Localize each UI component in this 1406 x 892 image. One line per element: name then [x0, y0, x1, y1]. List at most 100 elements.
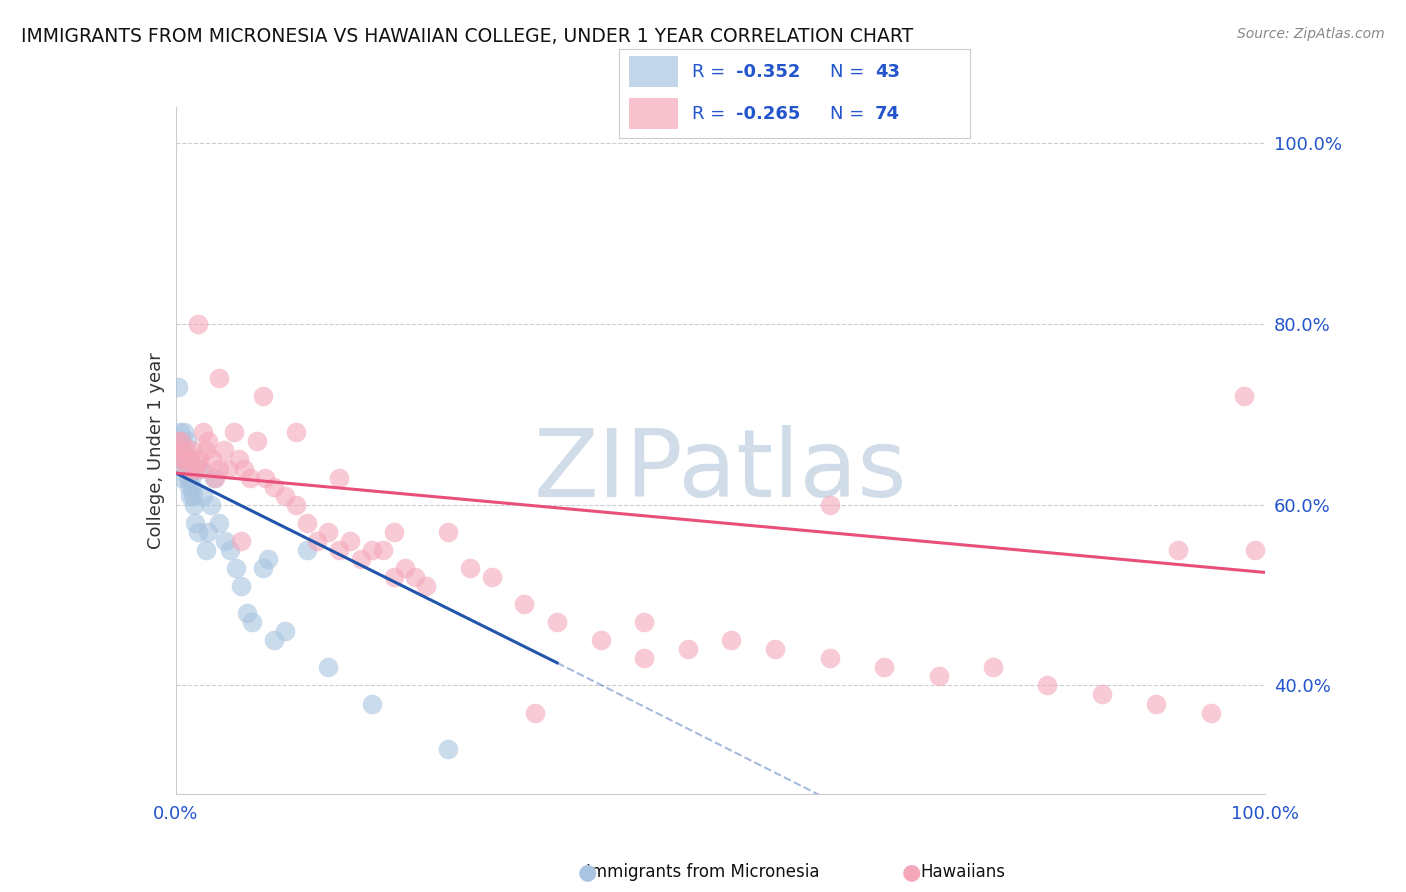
- Point: [339, 533, 361, 548]
- Y-axis label: College, Under 1 year: College, Under 1 year: [146, 352, 165, 549]
- Point: [197, 434, 219, 449]
- Point: [169, 425, 191, 440]
- Point: [174, 461, 197, 475]
- Point: [202, 470, 225, 484]
- Text: Hawaiians: Hawaiians: [921, 863, 1005, 881]
- Text: ●: ●: [901, 863, 921, 882]
- Point: [195, 443, 218, 458]
- Point: [360, 542, 382, 557]
- Text: -0.352: -0.352: [737, 62, 801, 81]
- Point: [274, 624, 297, 639]
- Point: [818, 651, 841, 665]
- Point: [257, 552, 280, 566]
- Text: N =: N =: [830, 62, 869, 81]
- Point: [179, 489, 201, 503]
- Point: [170, 452, 193, 467]
- Point: [174, 443, 197, 458]
- Point: [172, 443, 194, 458]
- Point: [873, 660, 896, 674]
- Point: [437, 741, 460, 756]
- Point: [180, 470, 202, 484]
- Text: IMMIGRANTS FROM MICRONESIA VS HAWAIIAN COLLEGE, UNDER 1 YEAR CORRELATION CHART: IMMIGRANTS FROM MICRONESIA VS HAWAIIAN C…: [21, 27, 914, 45]
- Point: [200, 498, 222, 512]
- Point: [187, 452, 209, 467]
- Point: [184, 516, 207, 530]
- Text: R =: R =: [692, 62, 731, 81]
- Text: -0.265: -0.265: [737, 104, 801, 123]
- Point: [176, 434, 198, 449]
- Point: [166, 434, 188, 449]
- Point: [177, 452, 200, 467]
- Point: [217, 461, 239, 475]
- Point: [204, 470, 226, 484]
- Point: [1232, 389, 1256, 403]
- Point: [633, 651, 655, 665]
- Point: [233, 461, 256, 475]
- Point: [195, 542, 218, 557]
- Point: [284, 425, 307, 440]
- Point: [350, 552, 373, 566]
- Point: [328, 542, 350, 557]
- Point: [1144, 697, 1167, 711]
- Point: [228, 452, 250, 467]
- Point: [212, 443, 235, 458]
- Point: [1199, 706, 1222, 720]
- Point: [181, 489, 204, 503]
- Point: [179, 452, 201, 467]
- Point: [231, 533, 253, 548]
- Point: [183, 461, 205, 475]
- Point: [263, 633, 285, 648]
- Point: [437, 524, 460, 539]
- Point: [546, 615, 568, 630]
- Point: [197, 524, 219, 539]
- Text: ●: ●: [578, 863, 598, 882]
- Point: [382, 524, 405, 539]
- Point: [676, 642, 699, 657]
- Point: [172, 470, 194, 484]
- Point: [252, 389, 274, 403]
- Point: [235, 606, 257, 620]
- Point: [222, 425, 245, 440]
- Point: [318, 524, 340, 539]
- Point: [214, 533, 236, 548]
- Point: [720, 633, 742, 648]
- Point: [231, 579, 253, 593]
- Point: [170, 434, 193, 449]
- Text: N =: N =: [830, 104, 869, 123]
- Point: [181, 480, 204, 494]
- Point: [981, 660, 1004, 674]
- Text: Source: ZipAtlas.com: Source: ZipAtlas.com: [1237, 27, 1385, 41]
- Bar: [630, 98, 678, 129]
- Point: [179, 452, 201, 467]
- Point: [186, 524, 209, 539]
- Point: [1243, 542, 1265, 557]
- Point: [176, 452, 198, 467]
- Point: [928, 669, 950, 683]
- Point: [382, 570, 405, 584]
- Point: [172, 452, 194, 467]
- Point: [818, 498, 841, 512]
- Point: [172, 452, 194, 467]
- Point: [191, 425, 214, 440]
- Point: [513, 597, 536, 611]
- Point: [208, 371, 231, 385]
- Point: [208, 516, 231, 530]
- Point: [188, 461, 211, 475]
- Point: [1091, 688, 1114, 702]
- Point: [254, 470, 277, 484]
- Point: [284, 498, 307, 512]
- Point: [177, 480, 200, 494]
- Point: [295, 516, 318, 530]
- Point: [360, 697, 382, 711]
- Point: [208, 461, 231, 475]
- Point: [415, 579, 437, 593]
- Point: [1167, 542, 1189, 557]
- Point: [263, 480, 285, 494]
- Point: [173, 425, 195, 440]
- Point: [186, 461, 208, 475]
- Point: [458, 561, 481, 575]
- Point: [589, 633, 612, 648]
- Text: Immigrants from Micronesia: Immigrants from Micronesia: [586, 863, 820, 881]
- Point: [191, 489, 214, 503]
- Point: [240, 615, 263, 630]
